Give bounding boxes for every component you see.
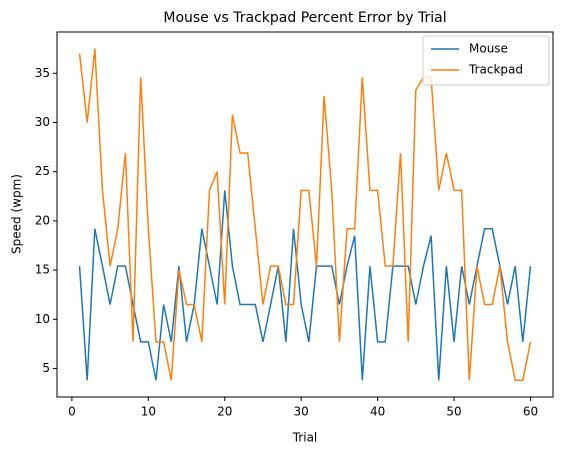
x-tick-label: 40 bbox=[370, 405, 385, 419]
line-series bbox=[78, 190, 532, 381]
x-tick-label: 0 bbox=[68, 405, 76, 419]
legend-label: Trackpad bbox=[468, 63, 523, 77]
x-tick-label: 30 bbox=[294, 405, 309, 419]
chart-title: Mouse vs Trackpad Percent Error by Trial bbox=[163, 10, 446, 26]
x-tick-label: 50 bbox=[446, 405, 461, 419]
y-tick-label: 30 bbox=[35, 115, 50, 129]
y-tick-label: 5 bbox=[42, 361, 50, 375]
x-tick-label: 20 bbox=[217, 405, 232, 419]
y-tick-label: 20 bbox=[35, 213, 50, 227]
y-tick-label: 10 bbox=[35, 312, 50, 326]
y-tick-label: 35 bbox=[35, 66, 50, 80]
y-tick-label: 25 bbox=[35, 164, 50, 178]
x-axis-label: Trial bbox=[292, 431, 318, 445]
line-series bbox=[78, 48, 532, 382]
y-tick-label: 15 bbox=[35, 263, 50, 277]
legend-label: Mouse bbox=[469, 42, 508, 56]
x-tick-label: 10 bbox=[141, 405, 156, 419]
y-axis-label: Speed (wpm) bbox=[10, 174, 24, 254]
plot-frame bbox=[56, 31, 554, 398]
x-tick-label: 60 bbox=[523, 405, 538, 419]
